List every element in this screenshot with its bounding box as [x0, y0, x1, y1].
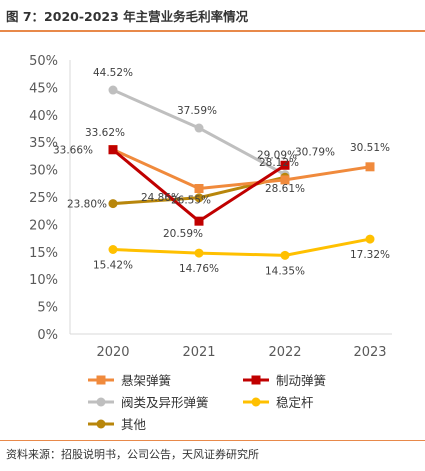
legend-label: 制动弹簧 — [276, 373, 326, 388]
series-line — [112, 148, 371, 191]
data-point-marker — [280, 160, 290, 170]
data-point-marker — [280, 250, 290, 260]
y-tick-label: 45% — [29, 81, 58, 96]
y-tick-label: 10% — [29, 273, 58, 288]
data-label: 44.52% — [93, 67, 133, 79]
legend-marker — [96, 375, 106, 385]
data-label: 14.76% — [179, 263, 219, 275]
x-tick-label: 2020 — [96, 345, 129, 360]
data-label: 37.59% — [177, 105, 217, 117]
data-point-marker — [108, 85, 118, 95]
legend-marker — [96, 397, 106, 407]
x-tick-label: 2022 — [268, 345, 301, 360]
data-label: 33.66% — [53, 145, 93, 157]
data-label: 30.51% — [350, 142, 390, 154]
data-label: 33.62% — [85, 127, 125, 139]
data-point-marker — [194, 123, 204, 133]
legend-label: 阀类及异形弹簧 — [121, 395, 209, 410]
data-point-marker — [108, 244, 118, 254]
legend-label: 悬架弹簧 — [121, 373, 171, 388]
title-divider — [0, 30, 425, 32]
x-tick-label: 2021 — [182, 345, 215, 360]
y-tick-label: 5% — [37, 301, 58, 316]
data-point-marker — [194, 248, 204, 258]
data-label: 28.12% — [259, 157, 299, 169]
legend-marker — [251, 375, 261, 385]
legend-marker — [96, 419, 106, 429]
y-tick-label: 40% — [29, 109, 58, 124]
data-label: 29.09% — [257, 150, 297, 162]
data-point-marker — [194, 193, 204, 203]
y-tick-label: 15% — [29, 246, 58, 261]
data-point-marker — [365, 162, 375, 172]
data-label: 28.61% — [265, 183, 305, 195]
data-label: 20.59% — [163, 228, 203, 240]
y-tick-label: 0% — [37, 328, 58, 343]
data-point-marker — [194, 184, 204, 194]
data-label: 14.35% — [265, 265, 305, 277]
data-label: 15.42% — [93, 259, 133, 271]
data-point-marker — [108, 199, 118, 209]
legend-marker — [251, 397, 261, 407]
footer-divider — [0, 440, 425, 441]
y-tick-label: 50% — [29, 54, 58, 69]
y-tick-label: 25% — [29, 191, 58, 206]
legend-label: 稳定杆 — [276, 395, 314, 410]
legend-label: 其他 — [121, 417, 147, 432]
data-point-marker — [108, 145, 118, 155]
source-note: 资料来源：招股说明书，公司公告，天风证券研究所 — [6, 448, 259, 461]
series-line — [112, 237, 371, 257]
x-tick-label: 2023 — [353, 345, 386, 360]
y-tick-label: 20% — [29, 218, 58, 233]
data-point-marker — [365, 234, 375, 244]
y-tick-label: 35% — [29, 136, 58, 151]
data-label: 24.86% — [141, 192, 181, 204]
figure-title: 图 7：2020-2023 年主营业务毛利率情况 — [6, 9, 249, 24]
data-label: 26.55% — [171, 195, 211, 207]
data-point-marker — [280, 175, 290, 185]
data-label: 30.79% — [295, 146, 335, 158]
data-point-marker — [194, 216, 204, 226]
y-tick-label: 30% — [29, 164, 58, 179]
data-label: 17.32% — [350, 249, 390, 261]
data-label: 23.80% — [67, 199, 107, 211]
